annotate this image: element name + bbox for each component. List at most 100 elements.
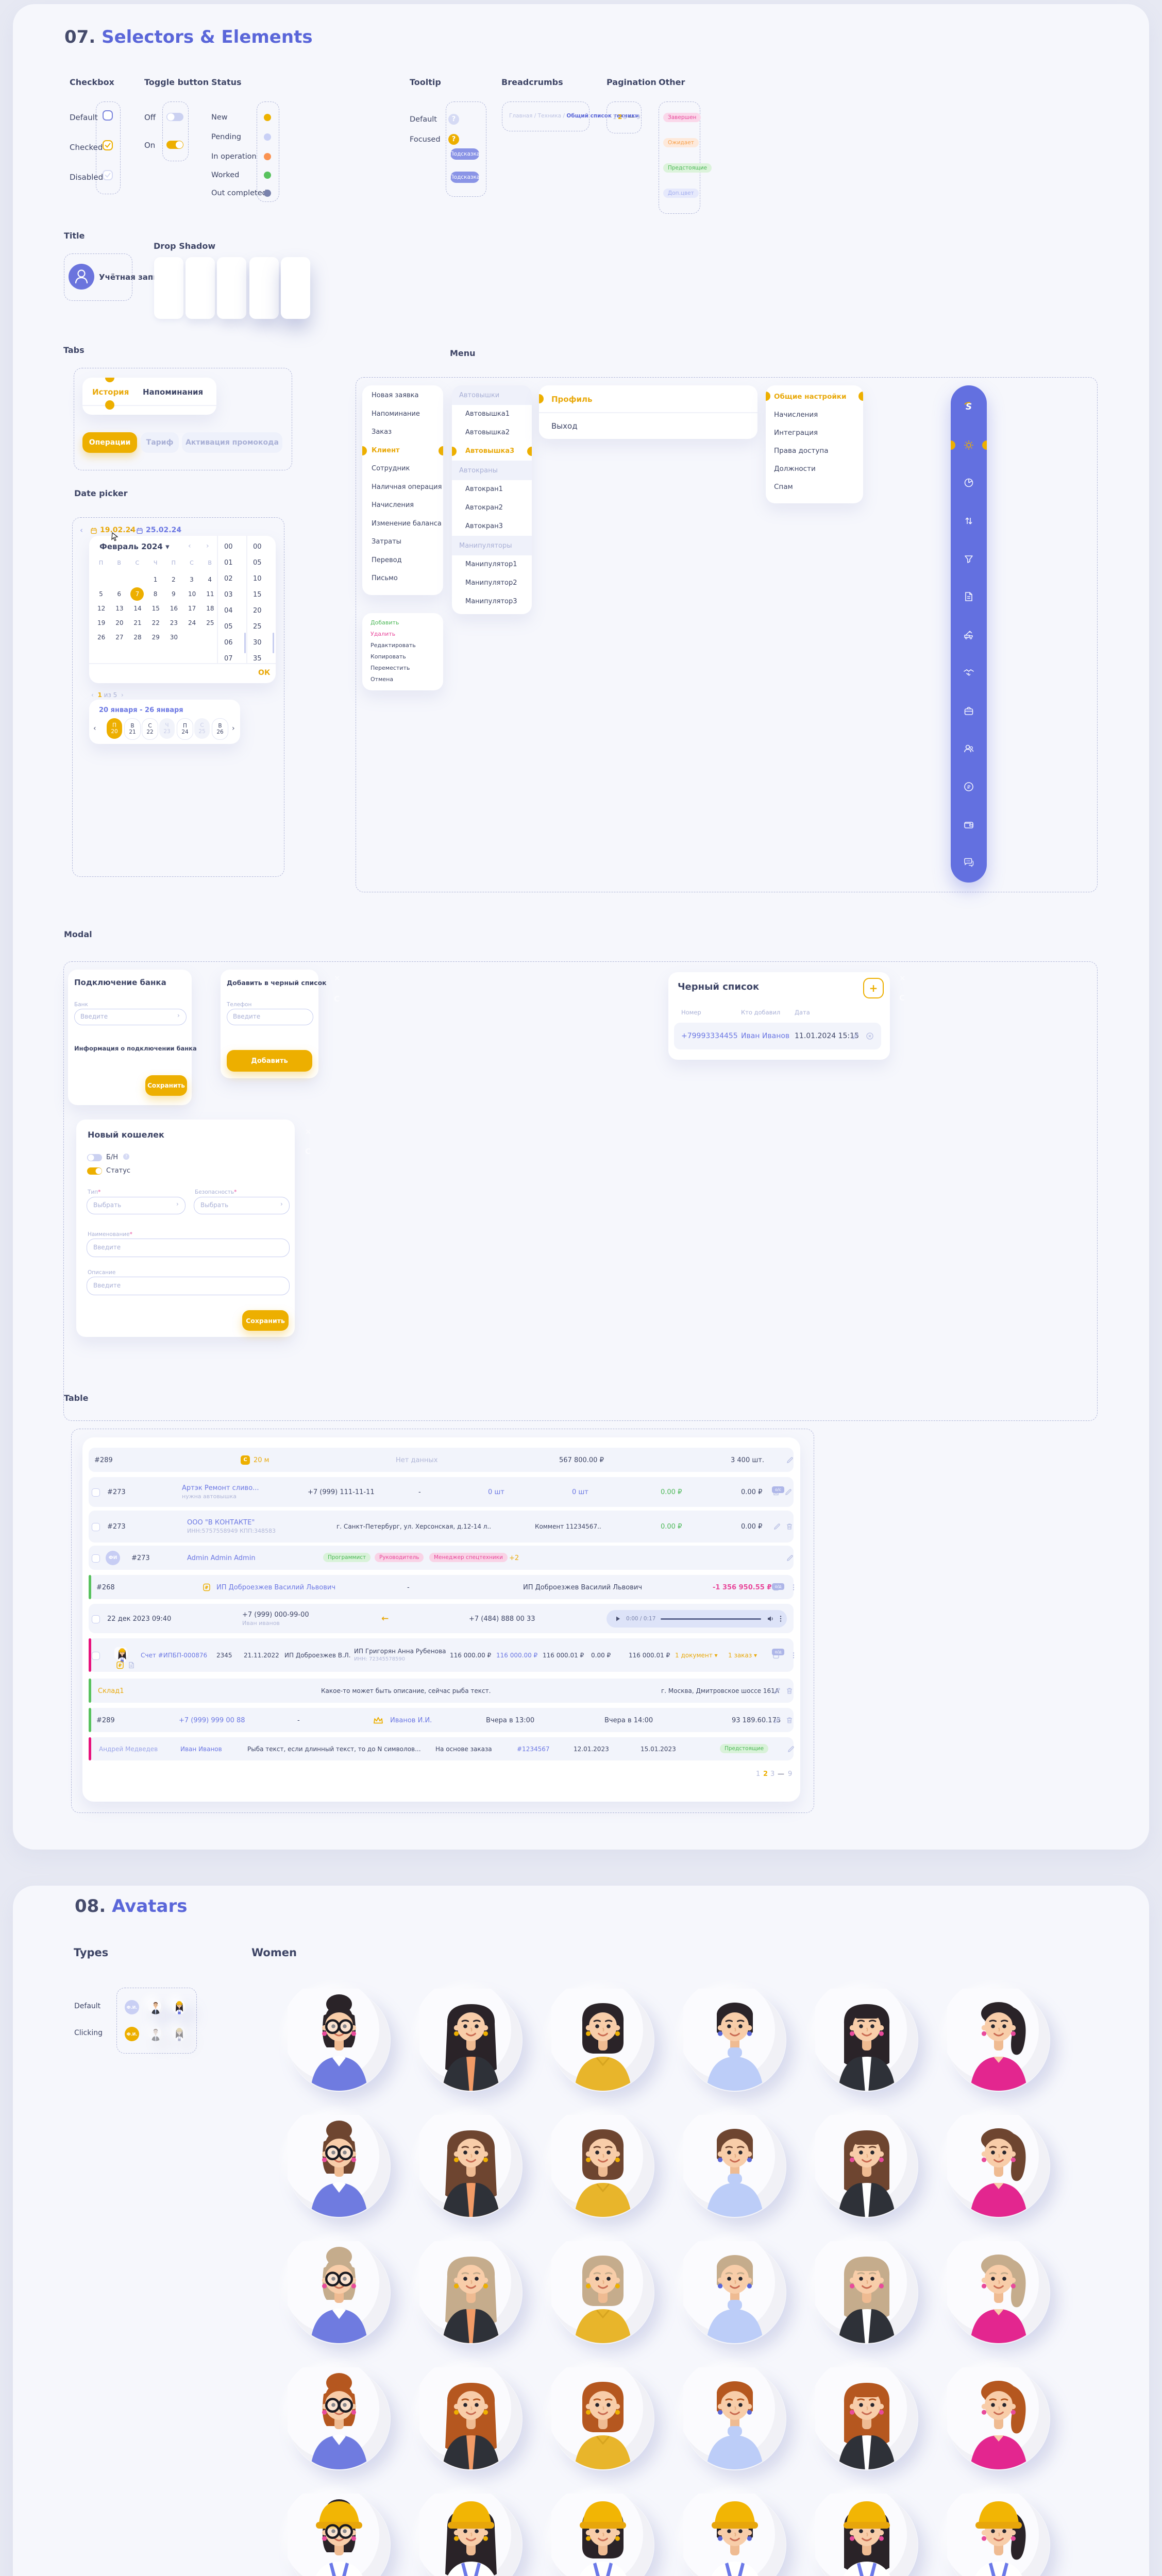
add-icon[interactable]: + [863, 978, 884, 998]
minute-option[interactable]: 00 [253, 543, 262, 551]
hour-option[interactable]: 01 [224, 559, 233, 567]
row-checkbox[interactable] [92, 1615, 100, 1623]
pencil-icon[interactable] [773, 1522, 781, 1533]
menu-subitem[interactable]: Автокран1 [465, 485, 503, 493]
week-day-pill[interactable]: Ч 23 [159, 718, 175, 739]
remove-icon[interactable] [866, 1032, 874, 1042]
menu-item[interactable]: Начисления [372, 501, 414, 509]
scrollbar[interactable] [244, 633, 246, 653]
pill-tab[interactable]: Операции [82, 432, 137, 453]
close-icon[interactable]: ✕ [334, 974, 341, 983]
day-cell[interactable]: 30 [170, 634, 178, 641]
checkbox-disabled[interactable] [103, 170, 113, 182]
menu-subitem[interactable]: Автовышка3 [465, 447, 515, 455]
row-checkbox[interactable] [92, 1651, 100, 1660]
day-cell[interactable]: 3 [190, 576, 194, 583]
toggle-off[interactable] [166, 112, 184, 124]
day-cell[interactable]: 11 [206, 590, 214, 598]
pill-tab[interactable]: Активация промокода [182, 432, 282, 453]
menu-subitem[interactable]: Манипулятор2 [465, 579, 517, 587]
menu-subitem[interactable]: Автовышка2 [465, 429, 510, 436]
volume-icon[interactable] [766, 1615, 774, 1625]
settings-item[interactable]: Общие настройки [774, 393, 847, 401]
table-page-number[interactable]: 1 [756, 1770, 761, 1778]
day-cell[interactable]: 22 [151, 619, 160, 626]
table-row[interactable] [89, 1737, 794, 1760]
menu-item[interactable]: Новая заявка [372, 392, 419, 399]
row-checkbox[interactable] [92, 1523, 100, 1531]
hour-option[interactable]: 03 [224, 591, 233, 599]
pill-tab[interactable]: Тариф [141, 432, 179, 453]
day-cell[interactable]: 20 [115, 619, 124, 626]
table-row[interactable] [89, 1679, 794, 1703]
context-item[interactable]: Отмена [371, 676, 394, 683]
hour-option[interactable]: 02 [224, 575, 233, 583]
minute-option[interactable]: 25 [253, 623, 262, 631]
sidebar-sort-icon[interactable] [963, 515, 975, 529]
sidebar-pie-icon[interactable] [963, 477, 975, 491]
close-icon[interactable]: ✕ [899, 974, 906, 983]
day-cell[interactable]: 5 [99, 590, 103, 598]
sidebar-filter-icon[interactable] [963, 553, 975, 567]
minute-option[interactable]: 35 [253, 655, 262, 663]
sidebar-handshake-icon[interactable] [963, 667, 975, 681]
day-cell[interactable]: 13 [115, 605, 124, 612]
save-button[interactable]: Сохранить [242, 1310, 289, 1331]
menu-item[interactable]: Затраты [372, 538, 401, 546]
prev-month[interactable]: ‹ [188, 542, 191, 550]
menu-subitem[interactable]: Манипулятор1 [465, 561, 517, 568]
week-day-pill[interactable]: С 22 [142, 718, 158, 740]
menu-item[interactable]: Заказ [372, 428, 392, 436]
menu-subitem[interactable]: Автокран3 [465, 522, 503, 530]
day-cell[interactable]: 4 [208, 576, 212, 583]
menu-item[interactable]: Письмо [372, 574, 398, 582]
ok-button[interactable]: ОК [258, 669, 271, 677]
day-cell[interactable]: 24 [188, 619, 196, 626]
bank-select[interactable] [74, 1009, 187, 1025]
phone-input[interactable] [227, 1009, 313, 1025]
breadcrumb[interactable]: Главная / Техника / Общий список техники [509, 113, 639, 119]
menu-subitem[interactable]: Автокран2 [465, 504, 503, 512]
row-checkbox[interactable] [92, 1488, 100, 1497]
tooltip-focused-icon[interactable]: ? [448, 134, 459, 145]
day-cell[interactable]: 15 [151, 605, 160, 612]
day-cell[interactable]: 10 [188, 590, 196, 598]
toggle-on[interactable] [166, 140, 184, 152]
day-cell[interactable]: 9 [171, 590, 176, 598]
day-cell[interactable]: 26 [97, 634, 106, 641]
table-row[interactable] [89, 1511, 794, 1543]
context-item[interactable]: Удалить [371, 631, 396, 637]
menu-item-logout[interactable]: Выход [551, 421, 578, 431]
menu-item[interactable]: Наличная операция [372, 483, 442, 491]
table-row[interactable] [89, 1708, 794, 1732]
toggle-bn[interactable] [87, 1153, 103, 1164]
trash-icon[interactable] [785, 1687, 794, 1697]
menu-subitem[interactable]: Манипулятор3 [465, 598, 517, 605]
day-cell[interactable]: 19 [97, 619, 106, 626]
day-cell[interactable]: 25 [206, 619, 214, 626]
day-cell[interactable]: 23 [170, 619, 178, 626]
day-cell[interactable]: 1 [153, 576, 158, 583]
table-page-number[interactable]: — [778, 1770, 784, 1778]
play-icon[interactable] [614, 1615, 622, 1625]
week-day-pill[interactable]: В 26 [212, 718, 228, 740]
page-number[interactable]: 2 [618, 113, 622, 121]
settings-item[interactable]: Начисления [774, 411, 818, 419]
minute-option[interactable]: 20 [253, 607, 262, 615]
scrollbar[interactable] [273, 633, 274, 653]
minute-option[interactable]: 05 [253, 559, 262, 567]
page-number[interactable]: — [628, 113, 634, 121]
reload-icon[interactable]: С [899, 993, 905, 1003]
next-month[interactable]: › [206, 542, 209, 550]
menu-item[interactable]: Сотрудник [372, 465, 410, 472]
save-button[interactable]: Сохранить [145, 1075, 187, 1096]
day-cell[interactable]: 7 [135, 590, 140, 598]
month-selector[interactable]: Февраль 2024 ▾ [99, 542, 170, 551]
help-icon[interactable]: ? [123, 1154, 129, 1160]
toggle-status[interactable] [87, 1166, 103, 1178]
day-cell[interactable]: 29 [151, 634, 160, 641]
hour-option[interactable]: 07 [224, 655, 233, 663]
week-day-pill[interactable]: С 25 [194, 718, 210, 739]
minute-option[interactable]: 30 [253, 639, 262, 647]
settings-item[interactable]: Должности [774, 465, 816, 473]
